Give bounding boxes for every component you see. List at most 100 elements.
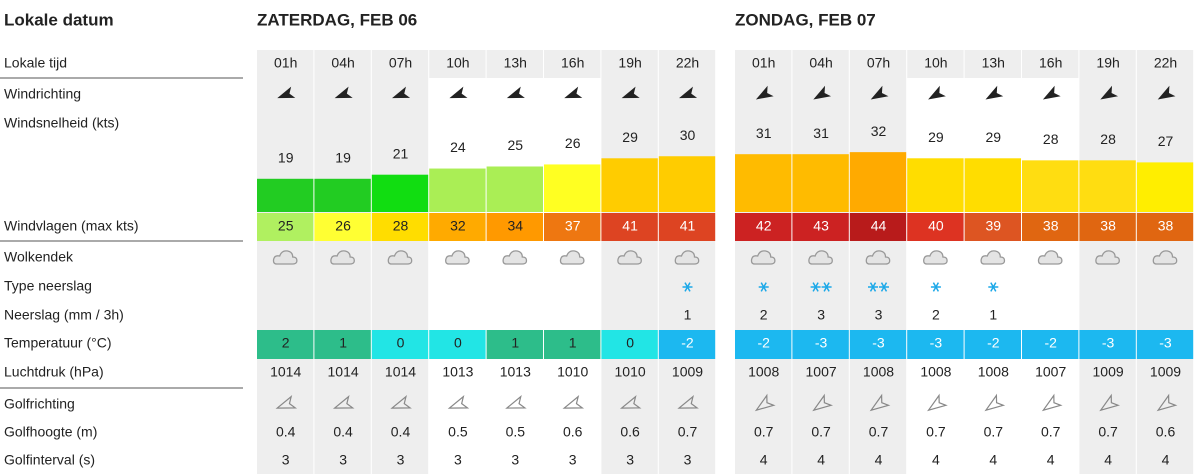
pressure: 1010 xyxy=(557,364,588,380)
wind-arrow xyxy=(928,85,946,100)
temperature: -3 xyxy=(815,335,828,351)
hour: 16h xyxy=(561,55,584,71)
temperature: 2 xyxy=(282,335,290,351)
wave-arrow xyxy=(677,395,699,409)
gust: 41 xyxy=(680,218,696,234)
wave-period: 3 xyxy=(282,452,290,468)
gust: 43 xyxy=(813,218,829,234)
gust-cell xyxy=(371,213,429,241)
wind-arrow xyxy=(679,86,698,99)
temperature-cell xyxy=(907,330,964,359)
snow-icon xyxy=(758,282,769,292)
temperature-cell xyxy=(544,330,601,359)
wave-height: 0.7 xyxy=(984,424,1004,440)
row-label: Windrichting xyxy=(4,86,81,102)
cloud-icon xyxy=(387,250,413,265)
hour: 07h xyxy=(389,55,412,71)
hour: 19h xyxy=(1096,55,1119,71)
wave-height: 0.5 xyxy=(506,424,526,440)
temperature-cell xyxy=(601,330,658,359)
gust: 25 xyxy=(278,218,294,234)
wind-arrow xyxy=(449,86,468,99)
wind-bar xyxy=(792,154,849,212)
wind-speed: 31 xyxy=(813,125,829,141)
temperature-cell xyxy=(1079,330,1136,359)
gust: 38 xyxy=(1043,218,1059,234)
row-label: Golfhoogte (m) xyxy=(4,424,97,440)
precipitation: 1 xyxy=(989,307,997,323)
row-label: Luchtdruk (hPa) xyxy=(4,364,104,380)
wave-arrow xyxy=(1156,393,1178,412)
temperature: -2 xyxy=(681,335,694,351)
wave-arrow xyxy=(984,393,1006,412)
cloud-icon xyxy=(808,250,833,265)
hour: 16h xyxy=(1039,55,1062,71)
gust: 44 xyxy=(871,218,887,234)
wave-period: 4 xyxy=(760,452,768,468)
wave-period: 3 xyxy=(339,452,347,468)
snow-stroke xyxy=(932,282,940,292)
wave-height: 0.5 xyxy=(448,424,468,440)
wave-arrow xyxy=(275,395,298,409)
temperature: -3 xyxy=(930,335,943,351)
hour: 13h xyxy=(982,55,1005,71)
wind-arrow xyxy=(1042,85,1061,100)
row-label: Wolkendek xyxy=(4,249,74,265)
temperature: 1 xyxy=(339,335,347,351)
snow-stroke xyxy=(880,282,888,292)
wind-arrow xyxy=(755,85,774,100)
wind-arrow xyxy=(334,86,353,99)
wind-bar xyxy=(849,152,907,212)
gust-cell xyxy=(964,213,1021,241)
row-label: Temperatuur (°C) xyxy=(4,335,112,351)
row-label: Neerslag (mm / 3h) xyxy=(4,307,124,323)
wave-arrow xyxy=(332,395,355,409)
wave-height: 0.7 xyxy=(1098,424,1118,440)
hour: 19h xyxy=(618,55,641,71)
gust: 42 xyxy=(756,218,772,234)
wind-bar xyxy=(1079,160,1136,212)
wind-speed: 29 xyxy=(986,129,1002,145)
gust-cell xyxy=(907,213,964,241)
wind-arrow xyxy=(506,86,525,99)
wind-bar xyxy=(964,158,1021,212)
gust-cell xyxy=(601,213,658,241)
pressure: 1013 xyxy=(500,364,531,380)
wind-speed: 28 xyxy=(1100,131,1116,147)
gust-cell xyxy=(429,213,486,241)
gust-cell xyxy=(314,213,371,241)
wind-arrow xyxy=(277,86,296,99)
pressure: 1008 xyxy=(863,364,894,380)
pressure: 1008 xyxy=(748,364,779,380)
cloud-icon xyxy=(674,250,700,265)
temperature-cell xyxy=(1022,330,1079,359)
row-label: Windsnelheid (kts) xyxy=(4,115,119,131)
gust: 26 xyxy=(335,218,351,234)
temperature: -3 xyxy=(1159,335,1172,351)
wind-bar xyxy=(907,158,964,212)
wave-period: 3 xyxy=(511,452,519,468)
wind-speed: 28 xyxy=(1043,131,1059,147)
pressure: 1009 xyxy=(1093,364,1124,380)
wind-bar xyxy=(601,158,658,212)
pressure: 1014 xyxy=(328,364,359,380)
wave-height: 0.7 xyxy=(926,424,946,440)
snow-icon xyxy=(682,282,693,292)
row-label: Lokale tijd xyxy=(4,55,67,71)
wind-speed: 24 xyxy=(450,139,466,155)
temperature-cell xyxy=(486,330,543,359)
gust-cell xyxy=(849,213,907,241)
cloud-icon xyxy=(980,250,1006,265)
wind-bar xyxy=(429,168,486,212)
hour: 22h xyxy=(676,55,699,71)
wave-period: 3 xyxy=(397,452,405,468)
temperature-cell xyxy=(658,330,716,359)
gust-cell xyxy=(486,213,543,241)
wave-arrow xyxy=(754,393,776,412)
wind-speed: 26 xyxy=(565,135,581,151)
row-label: Golfrichting xyxy=(4,396,75,412)
cloud-icon xyxy=(330,250,355,265)
wave-period: 4 xyxy=(932,452,940,468)
wave-arrow xyxy=(619,395,642,409)
temperature-cell xyxy=(792,330,849,359)
